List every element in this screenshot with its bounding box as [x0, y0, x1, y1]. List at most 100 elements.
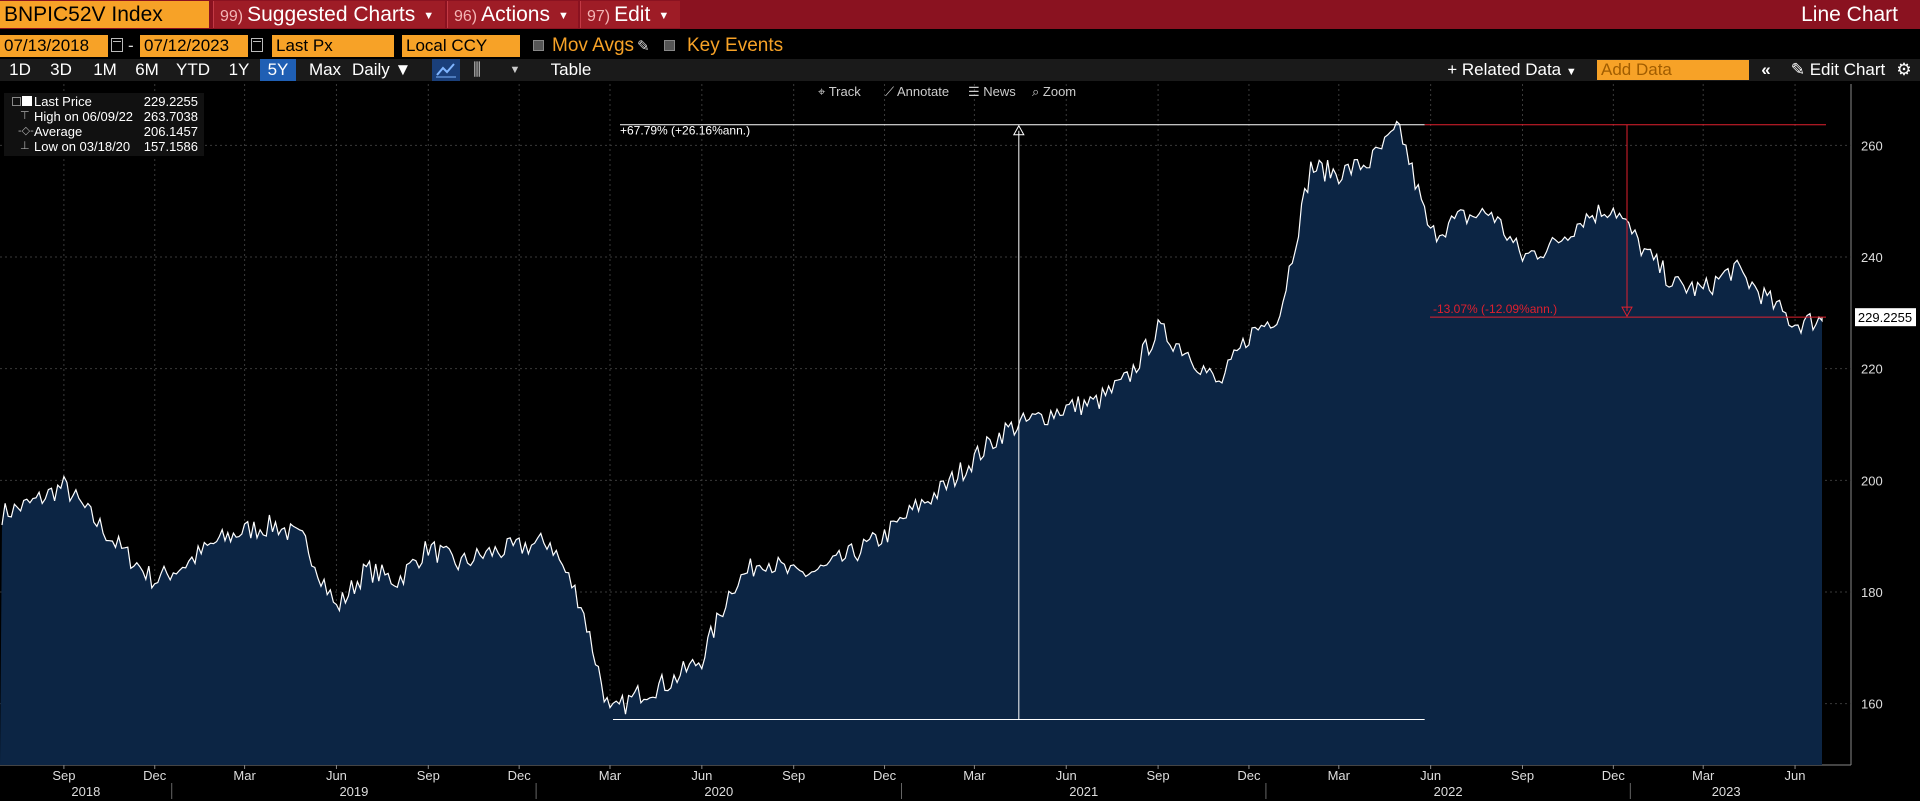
rise-annotation-label: +67.79% (+26.16%ann.) — [620, 124, 750, 138]
chart-type-dropdown-icon[interactable]: ▼ — [509, 64, 521, 76]
period-5y[interactable]: 5Y — [260, 59, 296, 81]
legend-row-high[interactable]: ⊤ High on 06/09/22 263.7038 — [20, 109, 198, 124]
period-6m[interactable]: 6M — [135, 60, 159, 79]
mov-avgs-label: Mov Avgs — [552, 35, 635, 56]
year-label: 2021 — [1069, 784, 1098, 799]
pencil-icon: ✎ — [1790, 60, 1805, 79]
suggested-charts-menu[interactable]: 99) Suggested Charts ▼ — [213, 1, 445, 28]
x-tick-label: Dec — [873, 768, 897, 783]
y-tick-label: 180 — [1861, 585, 1883, 600]
drop-arrow-head — [1621, 306, 1633, 318]
edit-menu[interactable]: 97) Edit ▼ — [580, 1, 680, 28]
period-1d[interactable]: 1D — [9, 60, 31, 79]
news-tool[interactable]: ☰ News — [968, 84, 1016, 99]
pencil-icon: ⟋ — [885, 84, 895, 99]
legend-row-average[interactable]: -◇- Average 206.1457 — [18, 124, 198, 139]
x-tick-label: Dec — [143, 768, 167, 783]
currency-select[interactable]: Local CCY — [402, 35, 520, 57]
series-swatch — [22, 96, 32, 106]
legend-row-last[interactable]: Last Price 229.2255 — [8, 94, 198, 109]
chevron-down-icon: ▼ — [423, 10, 435, 22]
field-select[interactable]: Last Px — [272, 35, 394, 57]
period-max[interactable]: Max — [308, 60, 342, 79]
start-date-field[interactable]: 07/13/2018 — [0, 35, 108, 57]
chevron-down-icon: ▼ — [658, 10, 670, 22]
x-tick-label: Sep — [1147, 768, 1170, 783]
drop-annotation-label: -13.07% (-12.09%ann.) — [1433, 302, 1557, 316]
x-tick-label: Mar — [599, 768, 622, 783]
x-tick-label: Mar — [1328, 768, 1351, 783]
zoom-tool[interactable]: ⌕ Zoom — [1032, 84, 1077, 99]
low-marker-icon: ⊥ — [20, 140, 30, 152]
collapse-icon[interactable]: « — [1761, 60, 1771, 79]
frequency-select[interactable]: Daily ▼ — [352, 60, 412, 79]
security-ticker[interactable]: BNPIC52V Index — [0, 1, 209, 28]
price-area — [0, 121, 1822, 765]
x-tick-label: Jun — [1420, 768, 1441, 783]
period-3d[interactable]: 3D — [50, 60, 72, 79]
y-tick-label: 260 — [1861, 138, 1883, 153]
period-1y[interactable]: 1Y — [228, 60, 250, 79]
last-price-tag — [1855, 308, 1916, 327]
x-tick-label: Mar — [1692, 768, 1715, 783]
period-1m[interactable]: 1M — [93, 60, 117, 79]
collapse-box-icon[interactable] — [12, 97, 21, 106]
line-chart-icon[interactable] — [432, 59, 460, 81]
end-date-field[interactable]: 07/12/2023 — [140, 35, 248, 57]
pencil-icon[interactable]: ✎ — [637, 38, 650, 55]
settings-row: 07/13/2018 - 07/12/2023 Last Px Local CC… — [0, 35, 1920, 58]
chart-type-label: Line Chart — [1801, 3, 1898, 26]
x-tick-label: Jun — [1785, 768, 1806, 783]
mov-avgs-checkbox[interactable] — [533, 40, 544, 51]
year-label: 2019 — [339, 784, 368, 799]
y-tick-label: 240 — [1861, 250, 1883, 265]
annotate-tool[interactable]: ⟋ Annotate — [885, 84, 950, 99]
header-bar: BNPIC52V Index 99) Suggested Charts ▼ 96) A… — [0, 0, 1920, 29]
period-ytd[interactable]: YTD — [176, 60, 210, 79]
year-label: 2023 — [1712, 784, 1741, 799]
add-data-input[interactable]: Add Data — [1597, 60, 1749, 80]
key-events-checkbox[interactable] — [664, 40, 675, 51]
x-tick-label: Mar — [233, 768, 256, 783]
x-tick-label: Jun — [1056, 768, 1077, 783]
table-button[interactable]: Table — [550, 60, 592, 79]
x-tick-label: Sep — [782, 768, 805, 783]
rise-arrow-head — [1012, 124, 1025, 136]
x-tick-label: Dec — [508, 768, 532, 783]
legend-box: Last Price 229.2255 ⊤ High on 06/09/22 263.… — [4, 93, 204, 156]
calendar-icon[interactable] — [111, 38, 123, 52]
chevron-down-icon: ▼ — [558, 10, 569, 22]
y-tick-label: 220 — [1861, 362, 1883, 377]
average-marker-icon: -◇- — [18, 125, 34, 137]
year-label: 2018 — [71, 784, 100, 799]
track-tool[interactable]: ⌖ Track — [818, 84, 861, 99]
key-events-label: Key Events — [687, 35, 784, 56]
x-tick-label: Sep — [52, 768, 75, 783]
calendar-icon[interactable] — [251, 38, 263, 52]
period-toolbar: 1D 3D 1M 6M YTD 1Y 5Y Max Daily ▼ ⫼ ▼ Ta… — [0, 59, 1920, 81]
crosshair-icon: ⌖ — [818, 84, 826, 99]
y-tick-label: 160 — [1861, 697, 1883, 712]
gear-icon[interactable]: ⚙ — [1896, 60, 1912, 79]
x-tick-label: Sep — [417, 768, 440, 783]
x-tick-label: Dec — [1602, 768, 1626, 783]
chevron-down-icon: ▼ — [1565, 66, 1577, 78]
related-data-button[interactable]: + Related Data ▼ — [1447, 60, 1577, 79]
x-tick-label: Jun — [691, 768, 712, 783]
x-tick-label: Dec — [1237, 768, 1261, 783]
year-label: 2020 — [704, 784, 733, 799]
triangle-down-icon: ▼ — [394, 60, 412, 79]
price-line — [1, 120, 1823, 715]
year-label: 2022 — [1434, 784, 1463, 799]
x-tick-label: Jun — [326, 768, 347, 783]
actions-menu[interactable]: 96) Actions ▼ — [447, 1, 578, 28]
x-tick-label: Mar — [963, 768, 986, 783]
edit-chart-button[interactable]: ✎ Edit Chart — [1790, 60, 1886, 79]
last-price-tag-label: 229.2255 — [1858, 310, 1912, 325]
y-tick-label: 200 — [1861, 473, 1883, 488]
x-tick-label: Sep — [1511, 768, 1534, 783]
magnifier-icon: ⌕ — [1032, 84, 1040, 99]
bar-chart-icon[interactable]: ⫼ — [473, 60, 481, 79]
legend-row-low[interactable]: ⊥ Low on 03/18/20 157.1586 — [20, 139, 198, 154]
